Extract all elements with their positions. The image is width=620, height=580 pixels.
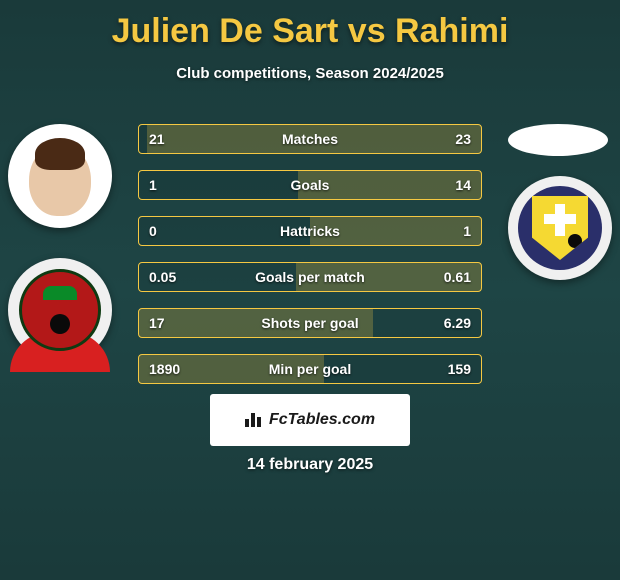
stat-value-left: 21 [149, 131, 165, 147]
player2-avatar-placeholder [508, 124, 608, 156]
stat-value-left: 0.05 [149, 269, 176, 285]
stat-row: 21 23 Matches [138, 124, 482, 154]
stats-container: 21 23 Matches 1 14 Goals 0 1 Hattricks 0.05 0.61 Go… [138, 124, 482, 400]
right-avatars [508, 124, 612, 280]
player1-head-shape [29, 144, 91, 216]
stat-label: Matches [282, 131, 338, 147]
stat-value-left: 1890 [149, 361, 180, 377]
page-subtitle: Club competitions, Season 2024/2025 [0, 51, 620, 82]
bar-chart-icon [245, 413, 263, 427]
stat-row: 17 6.29 Shots per goal [138, 308, 482, 338]
stat-label: Goals [291, 177, 330, 193]
stat-row: 0 1 Hattricks [138, 216, 482, 246]
stat-label: Hattricks [280, 223, 340, 239]
stat-label: Min per goal [269, 361, 351, 377]
shield-icon [532, 196, 588, 260]
stat-value-left: 17 [149, 315, 165, 331]
stat-value-right: 14 [455, 177, 471, 193]
stat-value-right: 6.29 [444, 315, 471, 331]
stat-row: 1 14 Goals [138, 170, 482, 200]
player2-club-badge [508, 176, 612, 280]
stat-value-left: 1 [149, 177, 157, 193]
player1-avatar [8, 124, 112, 228]
stat-value-right: 23 [455, 131, 471, 147]
fctables-badge: FcTables.com [210, 394, 410, 446]
stat-row: 0.05 0.61 Goals per match [138, 262, 482, 292]
stat-value-right: 0.61 [444, 269, 471, 285]
stat-value-right: 159 [448, 361, 471, 377]
stat-value-left: 0 [149, 223, 157, 239]
ball-icon [568, 234, 582, 248]
date-label: 14 february 2025 [247, 456, 373, 474]
page-title: Julien De Sart vs Rahimi [0, 0, 620, 51]
stat-row: 1890 159 Min per goal [138, 354, 482, 384]
left-avatars [8, 124, 112, 362]
club-badge-red-icon [19, 269, 101, 351]
stat-value-right: 1 [463, 223, 471, 239]
fctables-label: FcTables.com [269, 411, 375, 429]
stat-label: Goals per match [255, 269, 365, 285]
club-badge-yellow-icon [518, 186, 602, 270]
stat-label: Shots per goal [261, 315, 358, 331]
